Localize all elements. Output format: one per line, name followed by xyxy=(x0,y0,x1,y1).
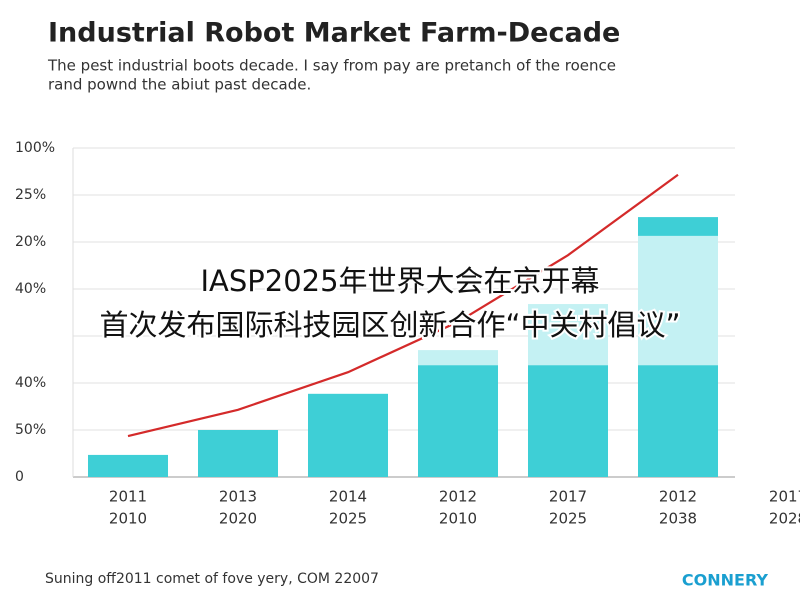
y-tick-label: 0 xyxy=(15,469,24,485)
y-tick-label: 20% xyxy=(15,234,46,250)
subtitle: rand pownd the abiut past decade. xyxy=(48,76,311,94)
y-tick-label: 40% xyxy=(15,281,46,297)
x-tick-label: 2011 xyxy=(109,488,147,506)
x-tick-label: 2025 xyxy=(549,510,587,528)
bar-segment xyxy=(528,304,608,366)
footer: Suning off2011 comet of fove yery, COM 2… xyxy=(45,571,379,587)
y-tick-label: 25% xyxy=(15,187,46,203)
chart-title: Industrial Robot Market Farm-Decade xyxy=(48,18,620,49)
x-tick-label: 2010 xyxy=(109,510,147,528)
bar-segment xyxy=(418,365,498,477)
x-tick-label: 2012 xyxy=(439,488,477,506)
y-tick-label: 40% xyxy=(15,375,46,391)
bar-segment xyxy=(638,235,718,366)
x-tick-label: 2025 xyxy=(329,510,367,528)
x-tick-label: 2012 xyxy=(659,488,697,506)
overlay: IASP2025年世界大会在京开幕 首次发布国际科技园区创新合作“中关村倡议” xyxy=(97,262,682,344)
bar-segment xyxy=(88,454,168,477)
x-tick-label: 2038 xyxy=(659,510,697,528)
trend-line xyxy=(127,173,679,438)
overlay-text: 首次发布国际科技园区创新合作“中关村倡议” xyxy=(99,308,680,342)
overlay-text: IASP2025年世界大会在京开幕 xyxy=(200,264,599,298)
plot: 0 50% 40% 40% 20% 25% 100% 2011 2010 2013 2020 2014… xyxy=(15,140,800,528)
bar-segment xyxy=(308,393,388,477)
subtitle: The pest industrial boots decade. I say … xyxy=(47,57,616,75)
brand: CONNERY xyxy=(682,571,769,590)
bar-segment xyxy=(198,430,278,477)
x-tick-label: 2010 xyxy=(439,510,477,528)
bar-segment xyxy=(418,350,498,366)
x-tick-label: 2017 xyxy=(769,488,800,506)
x-tick-label: 2028 xyxy=(769,510,800,528)
bar-segment xyxy=(638,365,718,477)
y-tick-label: 100% xyxy=(15,140,55,156)
bar-segment xyxy=(528,365,608,477)
bar-segment xyxy=(638,217,718,236)
x-tick-label: 2020 xyxy=(219,510,257,528)
y-tick-label: 50% xyxy=(15,422,46,438)
x-tick-label: 2017 xyxy=(549,488,587,506)
x-tick-label: 2013 xyxy=(219,488,257,506)
x-tick-label: 2014 xyxy=(329,488,367,506)
